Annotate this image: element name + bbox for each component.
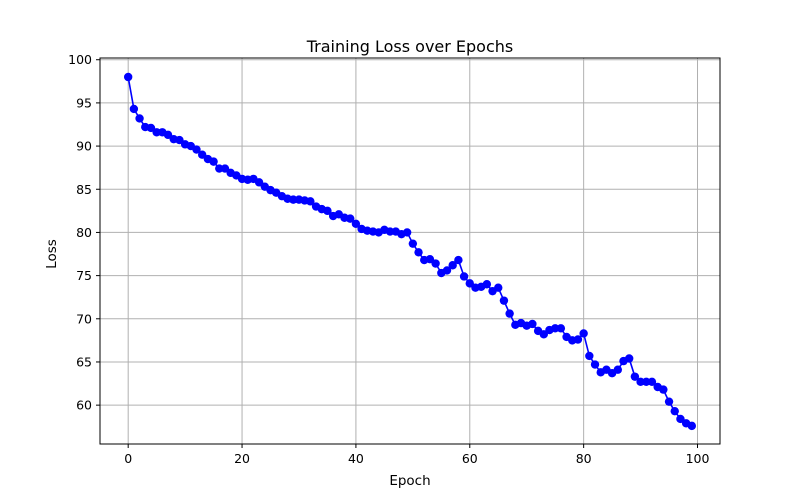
- loss-data-point: [573, 335, 583, 344]
- loss-data-point: [528, 319, 537, 329]
- x-tick-label: 100: [686, 451, 710, 466]
- y-tick-label: 65: [76, 354, 92, 369]
- loss-data-point: [482, 280, 492, 289]
- loss-data-point: [209, 157, 218, 166]
- x-tick-label: 80: [576, 451, 592, 466]
- loss-data-point: [459, 272, 469, 281]
- grid-lines: [100, 58, 720, 444]
- x-tick-label: 40: [348, 451, 364, 466]
- y-tick-label: 60: [76, 398, 92, 413]
- loss-data-point: [494, 283, 503, 292]
- loss-data-point: [163, 130, 173, 140]
- loss-data-point: [613, 365, 623, 374]
- x-tick-label: 20: [234, 451, 250, 466]
- loss-data-point: [659, 385, 668, 394]
- loss-data-point: [647, 377, 657, 387]
- loss-data-point: [687, 421, 697, 431]
- loss-data-point: [408, 239, 418, 248]
- loss-data-point: [539, 330, 548, 339]
- loss-data-point: [431, 259, 440, 268]
- loss-data-point: [306, 197, 315, 206]
- loss-data-point: [465, 279, 474, 288]
- loss-data-point: [197, 150, 207, 159]
- loss-data-point: [146, 123, 156, 133]
- series-points-group: [123, 72, 697, 431]
- y-tick-label: 85: [76, 182, 92, 197]
- y-tick-label: 90: [76, 139, 92, 154]
- loss-data-point: [499, 296, 509, 305]
- loss-data-point: [425, 255, 435, 264]
- loss-data-point: [442, 266, 452, 275]
- loss-data-point: [579, 329, 588, 338]
- loss-data-point: [505, 309, 514, 318]
- loss-data-point: [135, 114, 144, 123]
- loss-data-point: [590, 360, 600, 369]
- loss-data-point: [670, 406, 679, 416]
- x-axis-ticks: 0 20 40 60 80 100: [124, 444, 709, 466]
- loss-data-point: [624, 354, 634, 363]
- loss-data-point: [220, 164, 230, 173]
- chart-title: Training Loss over Epochs: [306, 37, 514, 56]
- x-tick-label: 0: [124, 451, 132, 466]
- loss-data-point: [175, 135, 184, 145]
- loss-data-point: [676, 414, 685, 424]
- y-tick-label: 75: [76, 268, 92, 283]
- loss-data-point: [192, 145, 201, 154]
- loss-data-point: [664, 397, 674, 406]
- loss-data-point: [454, 255, 463, 265]
- plot-area-frame: [99, 57, 721, 445]
- loss-data-point: [254, 178, 264, 187]
- loss-data-point: [414, 248, 423, 257]
- y-axis-label: Loss: [44, 239, 60, 269]
- y-tick-label: 70: [76, 311, 92, 326]
- loss-data-point: [323, 206, 332, 216]
- loss-data-point: [630, 372, 640, 381]
- x-tick-label: 60: [462, 451, 478, 466]
- loss-data-point: [123, 72, 133, 82]
- x-axis-label: Epoch: [389, 473, 430, 489]
- loss-data-point: [402, 228, 412, 237]
- loss-data-point: [351, 219, 361, 228]
- loss-data-point: [556, 324, 566, 333]
- y-axis-ticks: 60 65 70 75 80 85 90 95 100: [68, 52, 100, 413]
- loss-data-point: [346, 214, 355, 223]
- loss-data-point: [448, 261, 457, 270]
- loss-data-point: [129, 104, 139, 114]
- y-tick-label: 100: [68, 52, 92, 67]
- y-tick-label: 95: [76, 95, 92, 110]
- y-tick-label: 80: [76, 225, 92, 240]
- loss-data-point: [585, 351, 594, 361]
